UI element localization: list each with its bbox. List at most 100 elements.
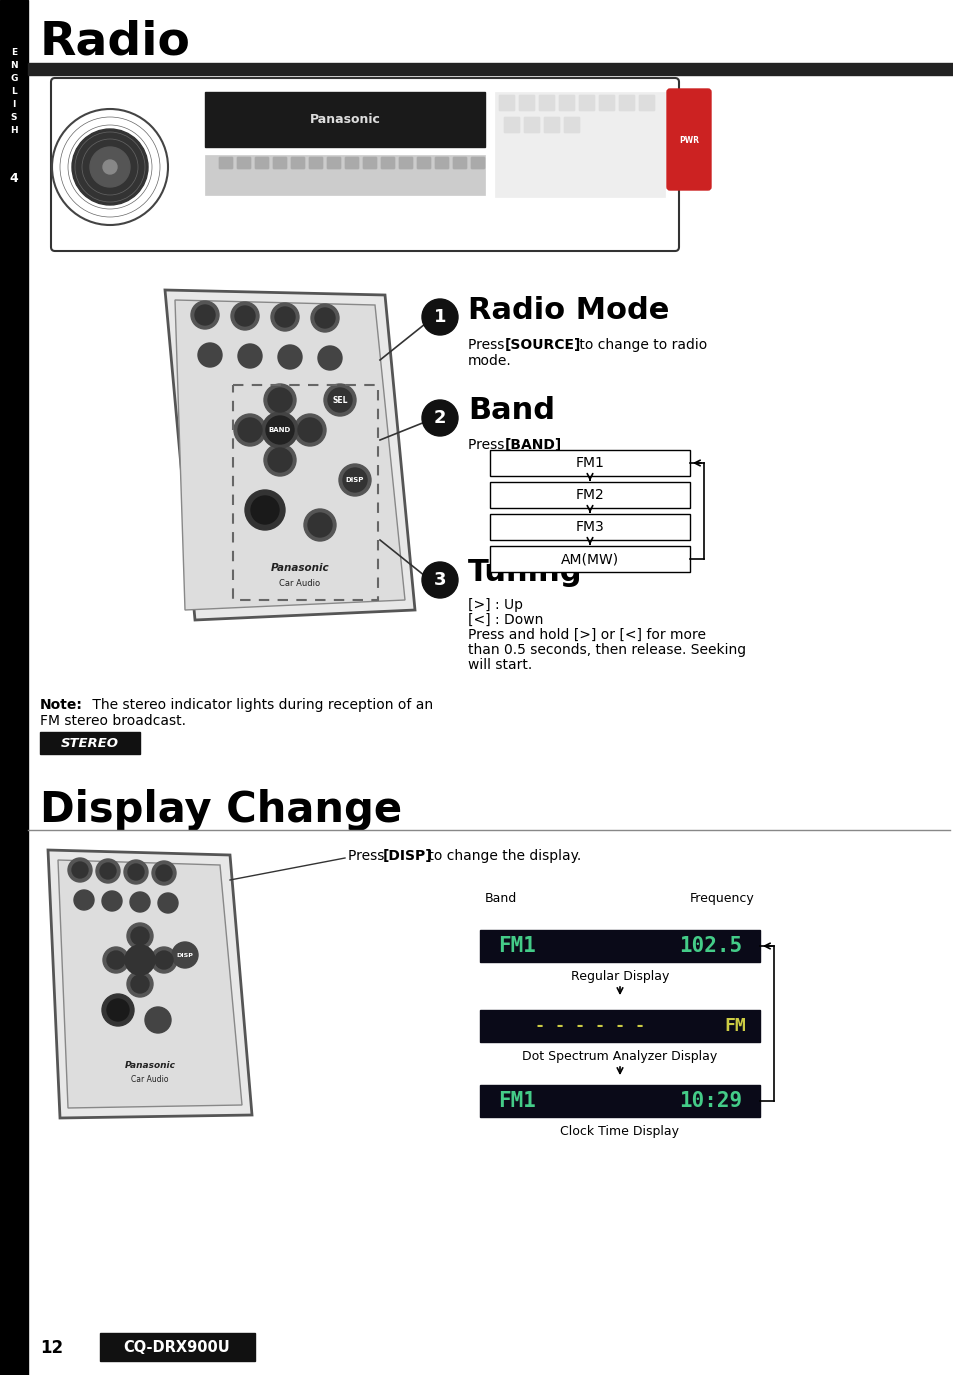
Circle shape bbox=[324, 384, 355, 417]
Text: 102.5: 102.5 bbox=[679, 936, 741, 956]
Circle shape bbox=[127, 923, 152, 949]
Circle shape bbox=[68, 858, 91, 881]
Text: Press and hold [>] or [<] for more: Press and hold [>] or [<] for more bbox=[468, 628, 705, 642]
Circle shape bbox=[237, 418, 262, 441]
Circle shape bbox=[102, 994, 133, 1026]
FancyBboxPatch shape bbox=[453, 157, 467, 169]
FancyBboxPatch shape bbox=[363, 157, 376, 169]
Text: .: . bbox=[547, 439, 552, 452]
Text: FM1: FM1 bbox=[497, 936, 536, 956]
FancyBboxPatch shape bbox=[523, 117, 539, 133]
Text: - - - - - -: - - - - - - bbox=[535, 1018, 644, 1035]
Circle shape bbox=[152, 861, 175, 886]
FancyBboxPatch shape bbox=[558, 95, 575, 111]
Text: Press: Press bbox=[468, 439, 508, 452]
Text: Frequency: Frequency bbox=[690, 892, 754, 905]
Text: 1: 1 bbox=[434, 308, 446, 326]
Circle shape bbox=[266, 417, 294, 444]
FancyBboxPatch shape bbox=[327, 157, 340, 169]
FancyBboxPatch shape bbox=[416, 157, 431, 169]
Text: 2: 2 bbox=[434, 408, 446, 428]
Text: PWR: PWR bbox=[679, 136, 699, 144]
FancyBboxPatch shape bbox=[291, 157, 305, 169]
Text: DISP: DISP bbox=[176, 953, 193, 957]
Circle shape bbox=[308, 513, 332, 538]
Text: E: E bbox=[10, 48, 17, 56]
Circle shape bbox=[151, 947, 177, 973]
FancyBboxPatch shape bbox=[398, 157, 413, 169]
FancyBboxPatch shape bbox=[578, 95, 595, 111]
Circle shape bbox=[194, 305, 214, 324]
Circle shape bbox=[338, 463, 371, 496]
FancyBboxPatch shape bbox=[518, 95, 535, 111]
Text: Clock Time Display: Clock Time Display bbox=[560, 1125, 679, 1138]
Circle shape bbox=[264, 384, 295, 417]
FancyBboxPatch shape bbox=[345, 157, 358, 169]
FancyBboxPatch shape bbox=[618, 95, 635, 111]
FancyBboxPatch shape bbox=[563, 117, 579, 133]
Circle shape bbox=[343, 468, 367, 492]
Circle shape bbox=[274, 307, 294, 327]
FancyBboxPatch shape bbox=[273, 157, 287, 169]
FancyBboxPatch shape bbox=[666, 89, 710, 190]
Circle shape bbox=[277, 345, 302, 368]
FancyBboxPatch shape bbox=[639, 95, 655, 111]
FancyBboxPatch shape bbox=[471, 157, 484, 169]
Circle shape bbox=[100, 864, 116, 879]
Bar bbox=[490, 546, 689, 572]
Bar bbox=[479, 1011, 760, 1042]
Text: Press: Press bbox=[468, 338, 508, 352]
Text: 10:29: 10:29 bbox=[679, 1090, 741, 1111]
FancyBboxPatch shape bbox=[543, 117, 559, 133]
Text: 3: 3 bbox=[434, 571, 446, 588]
Circle shape bbox=[74, 890, 94, 910]
Circle shape bbox=[130, 892, 150, 912]
Text: Band: Band bbox=[484, 892, 517, 905]
Text: Panasonic: Panasonic bbox=[271, 562, 329, 573]
Text: Note:: Note: bbox=[40, 698, 83, 712]
Circle shape bbox=[311, 304, 338, 331]
Circle shape bbox=[71, 129, 148, 205]
FancyBboxPatch shape bbox=[380, 157, 395, 169]
Text: 12: 12 bbox=[40, 1339, 63, 1357]
Circle shape bbox=[297, 418, 322, 441]
Text: Band: Band bbox=[468, 396, 555, 425]
Bar bbox=[28, 63, 953, 76]
Text: DISP: DISP bbox=[345, 477, 364, 483]
Bar bbox=[100, 1332, 254, 1361]
Text: FM1: FM1 bbox=[497, 1090, 536, 1111]
Circle shape bbox=[262, 412, 297, 448]
Circle shape bbox=[103, 947, 129, 973]
Text: Panasonic: Panasonic bbox=[125, 1060, 175, 1070]
Circle shape bbox=[268, 448, 292, 472]
Circle shape bbox=[294, 414, 326, 446]
Text: to change the display.: to change the display. bbox=[423, 848, 580, 864]
Circle shape bbox=[268, 388, 292, 412]
FancyBboxPatch shape bbox=[598, 95, 615, 111]
Bar bbox=[490, 483, 689, 507]
Text: L: L bbox=[11, 87, 17, 95]
Text: FM2: FM2 bbox=[575, 488, 604, 502]
Text: H: H bbox=[10, 125, 18, 135]
Text: than 0.5 seconds, then release. Seeking: than 0.5 seconds, then release. Seeking bbox=[468, 644, 745, 657]
Bar bbox=[495, 92, 664, 197]
Text: I: I bbox=[12, 99, 15, 109]
Bar bbox=[205, 155, 484, 195]
Circle shape bbox=[251, 496, 278, 524]
Text: Car Audio: Car Audio bbox=[279, 579, 320, 587]
Circle shape bbox=[421, 298, 457, 336]
FancyBboxPatch shape bbox=[503, 117, 519, 133]
Text: Car Audio: Car Audio bbox=[132, 1074, 169, 1084]
Text: BAND: BAND bbox=[269, 428, 291, 433]
Text: SEL: SEL bbox=[332, 396, 348, 404]
Circle shape bbox=[237, 344, 262, 368]
Text: [>] : Up: [>] : Up bbox=[468, 598, 522, 612]
Polygon shape bbox=[58, 859, 242, 1108]
Circle shape bbox=[102, 891, 122, 912]
Text: FM stereo broadcast.: FM stereo broadcast. bbox=[40, 714, 186, 727]
Text: S: S bbox=[10, 113, 17, 121]
Circle shape bbox=[107, 951, 125, 969]
Circle shape bbox=[71, 862, 88, 879]
Text: STEREO: STEREO bbox=[61, 737, 119, 749]
Text: Radio Mode: Radio Mode bbox=[468, 296, 669, 324]
